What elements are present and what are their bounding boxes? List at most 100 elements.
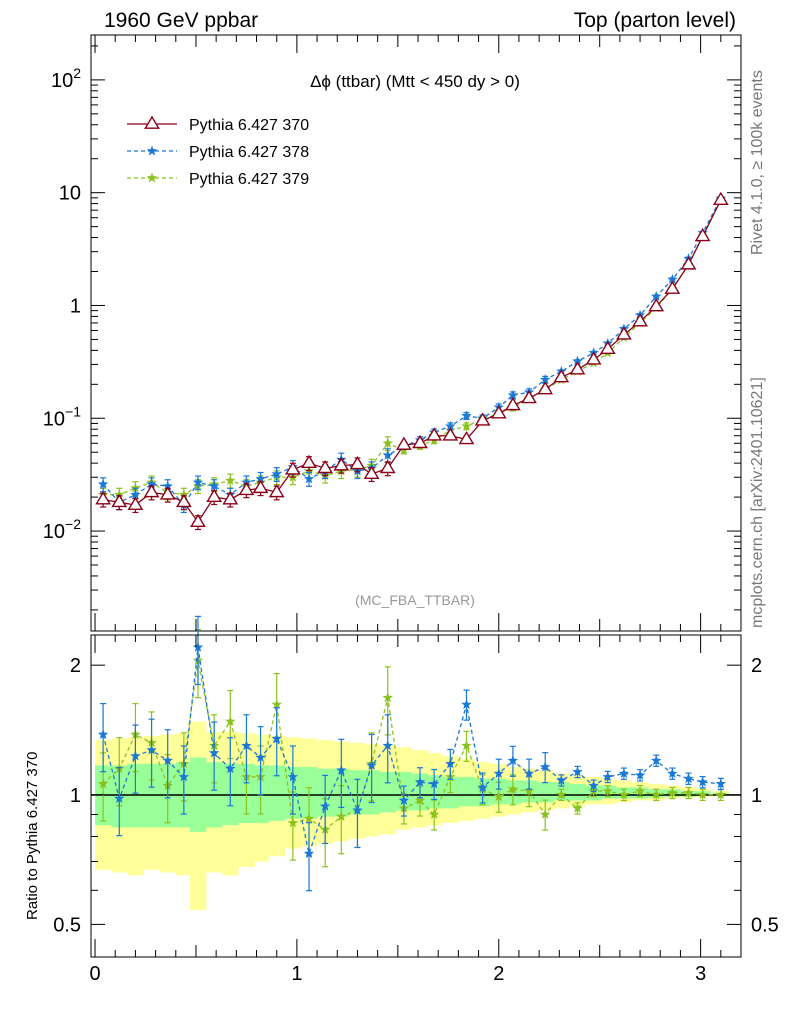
- band-inner-bin: [379, 771, 397, 813]
- ratio-point: [683, 773, 694, 784]
- data-point: [426, 427, 443, 441]
- data-point: [225, 475, 236, 486]
- main-y-tick-labels: 10−2 10−1 1 10 102: [43, 65, 81, 543]
- ratio-tick-label-left: 1: [70, 785, 81, 807]
- ratio-line: [102, 660, 721, 831]
- ratio-point: [398, 794, 410, 805]
- ratio-point: [303, 848, 315, 859]
- x-tick-label: 1: [291, 963, 302, 985]
- ratio-point: [556, 774, 567, 785]
- ratio-point: [602, 785, 613, 796]
- ratio-point: [697, 776, 708, 787]
- data-point: [474, 412, 491, 426]
- ratio-point: [523, 768, 535, 779]
- data-point: [667, 273, 678, 284]
- data-point: [664, 280, 681, 294]
- data-point: [271, 468, 282, 479]
- legend-label: Pythia 6.427 370: [189, 117, 309, 134]
- ratio-point: [336, 811, 347, 822]
- ratio-point: [650, 789, 662, 800]
- ratio-point: [588, 780, 599, 791]
- ratio-point: [382, 692, 393, 703]
- data-point: [222, 491, 239, 505]
- data-point: [507, 389, 519, 400]
- ratio-point: [366, 759, 377, 770]
- legend-label: Pythia 6.427 378: [189, 144, 309, 161]
- ratio-point: [507, 783, 519, 794]
- ratio-point: [271, 699, 282, 710]
- data-point: [521, 390, 537, 404]
- data-point: [127, 496, 144, 510]
- data-point: [349, 456, 366, 470]
- data-point: [382, 449, 393, 460]
- ratio-series: [97, 615, 727, 892]
- band-inner-bin: [569, 783, 586, 801]
- band-inner-bin: [268, 765, 286, 821]
- data-point: [208, 480, 220, 491]
- data-point: [159, 486, 176, 500]
- x-tick-labels: 0 1 2 3: [89, 963, 706, 985]
- ratio-point: [461, 740, 472, 751]
- ratio-point: [225, 763, 236, 774]
- watermark: (MC_FBA_TTBAR): [355, 592, 475, 608]
- x-tick-label: 0: [89, 963, 100, 985]
- ratio-point: [225, 715, 236, 726]
- data-point: [680, 256, 697, 270]
- data-point: [97, 478, 109, 489]
- y-tick-label: 10: [59, 183, 81, 205]
- ratio-panel: 0.5 0.5 1 1 2 2 0 1 2 3 Ratio to Pythia 6.427 37…: [24, 35, 779, 985]
- ratio-point: [352, 804, 363, 815]
- ratio-bands: [95, 721, 730, 910]
- header-right: Top (parton level): [574, 9, 736, 32]
- data-point: [143, 484, 160, 498]
- ratio-tick-label-right: 2: [751, 655, 762, 677]
- ratio-point: [130, 750, 141, 761]
- main-series: [95, 191, 729, 531]
- ratio-point: [461, 699, 472, 710]
- ratio-tick-label-right: 0.5: [751, 914, 779, 936]
- data-point: [694, 227, 711, 242]
- ratio-point: [572, 802, 583, 813]
- ratio-point: [493, 768, 504, 779]
- main-title: Δϕ (ttbar) (Mtt < 450 dy > 0): [310, 72, 520, 91]
- data-point: [363, 465, 380, 479]
- ratio-tick-label-left: 2: [70, 655, 81, 677]
- legend-item: Pythia 6.427 378: [127, 144, 309, 161]
- ratio-point: [556, 789, 567, 800]
- legend-item: Pythia 6.427 379: [127, 171, 309, 188]
- main-y-ticks: [91, 45, 741, 611]
- ratio-point: [618, 768, 630, 779]
- data-point: [241, 476, 252, 487]
- ratio-point: [667, 768, 678, 779]
- data-point: [445, 420, 456, 431]
- ratio-point: [97, 729, 109, 739]
- ratio-point: [271, 733, 282, 744]
- data-point: [458, 430, 475, 445]
- data-point: [537, 381, 554, 395]
- data-point: [572, 355, 583, 366]
- data-point: [461, 410, 472, 421]
- main-panel: 10−2 10−1 1 10 102 Δϕ (ttbar) (Mtt < 450 dy …: [43, 34, 742, 632]
- x-tick-label: 3: [695, 963, 706, 985]
- x-tick-label: 2: [493, 963, 504, 985]
- ratio-point: [414, 794, 426, 805]
- main-frame: [90, 34, 742, 632]
- ratio-point: [523, 785, 535, 796]
- data-point: [130, 482, 141, 493]
- ratio-point: [572, 766, 583, 777]
- data-point: [130, 489, 141, 500]
- ratio-point: [162, 755, 173, 766]
- legend-marker: [146, 172, 158, 183]
- ratio-point: [667, 787, 678, 798]
- ratio-point: [539, 808, 551, 819]
- data-point: [162, 480, 173, 491]
- series-pythia-6.427-379: [97, 194, 727, 503]
- data-point: [490, 405, 507, 419]
- ratio-point: [287, 817, 299, 828]
- data-point: [268, 484, 285, 498]
- data-point: [616, 326, 632, 340]
- ratio-tick-label-right: 1: [751, 785, 762, 807]
- ratio-y-tick-labels: 0.5 0.5 1 1 2 2: [53, 655, 779, 936]
- data-point: [461, 420, 472, 431]
- ratio-point: [241, 740, 252, 751]
